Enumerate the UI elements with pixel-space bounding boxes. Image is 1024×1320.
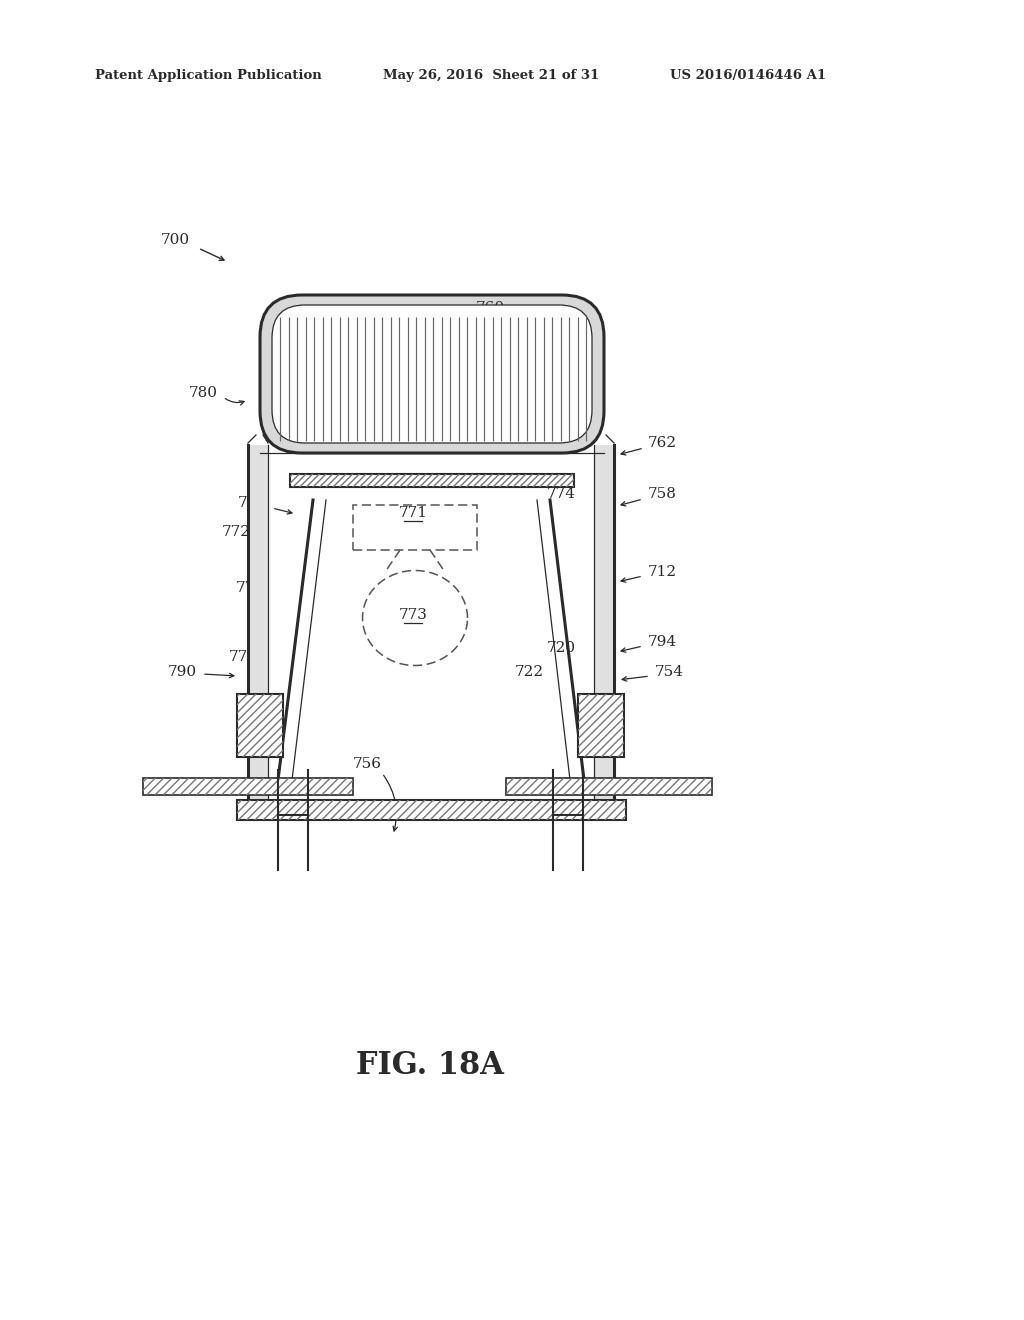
Text: 770: 770 [236, 581, 265, 595]
Text: May 26, 2016  Sheet 21 of 31: May 26, 2016 Sheet 21 of 31 [383, 69, 599, 82]
Bar [290, 474, 574, 487]
Text: 758: 758 [648, 487, 677, 502]
Bar [594, 445, 614, 800]
Text: 760: 760 [475, 301, 505, 315]
Text: 773: 773 [398, 609, 427, 622]
FancyBboxPatch shape [260, 294, 604, 453]
Bar [237, 800, 626, 820]
Bar [578, 694, 624, 756]
Bar [237, 800, 626, 820]
Bar [237, 694, 283, 756]
Text: 780: 780 [189, 385, 218, 400]
Text: 732: 732 [598, 708, 627, 721]
Text: 771: 771 [398, 506, 427, 520]
Text: 722: 722 [515, 665, 544, 678]
Bar [506, 777, 712, 795]
Bar [143, 777, 353, 795]
Text: 754: 754 [655, 665, 684, 678]
Bar [248, 445, 268, 800]
Text: 762: 762 [648, 436, 677, 450]
Text: 790: 790 [168, 665, 197, 678]
Text: 785: 785 [239, 496, 267, 510]
Bar [290, 474, 574, 487]
Text: 720: 720 [547, 642, 577, 655]
Text: 712: 712 [648, 565, 677, 579]
Bar [143, 777, 353, 795]
Text: FIG. 18A: FIG. 18A [356, 1049, 504, 1081]
Text: 700: 700 [161, 234, 189, 247]
Bar [578, 694, 624, 756]
Text: 778: 778 [229, 649, 258, 664]
Text: 774: 774 [547, 487, 575, 502]
Text: Patent Application Publication: Patent Application Publication [95, 69, 322, 82]
Bar [353, 506, 477, 550]
Text: 756: 756 [352, 756, 382, 771]
Text: 772: 772 [222, 525, 251, 539]
Bar [237, 694, 283, 756]
Text: US 2016/0146446 A1: US 2016/0146446 A1 [670, 69, 826, 82]
FancyBboxPatch shape [272, 305, 592, 444]
Bar [506, 777, 712, 795]
Text: 794: 794 [648, 635, 677, 649]
